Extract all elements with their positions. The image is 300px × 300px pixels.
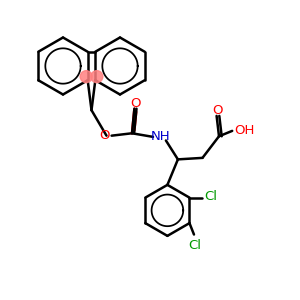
Text: OH: OH: [234, 124, 254, 137]
Text: O: O: [212, 104, 223, 117]
Text: O: O: [130, 97, 140, 110]
Text: O: O: [99, 129, 110, 142]
Circle shape: [91, 70, 103, 83]
Text: Cl: Cl: [189, 238, 202, 251]
Circle shape: [80, 70, 92, 83]
Text: Cl: Cl: [205, 190, 218, 203]
Text: NH: NH: [151, 130, 171, 143]
